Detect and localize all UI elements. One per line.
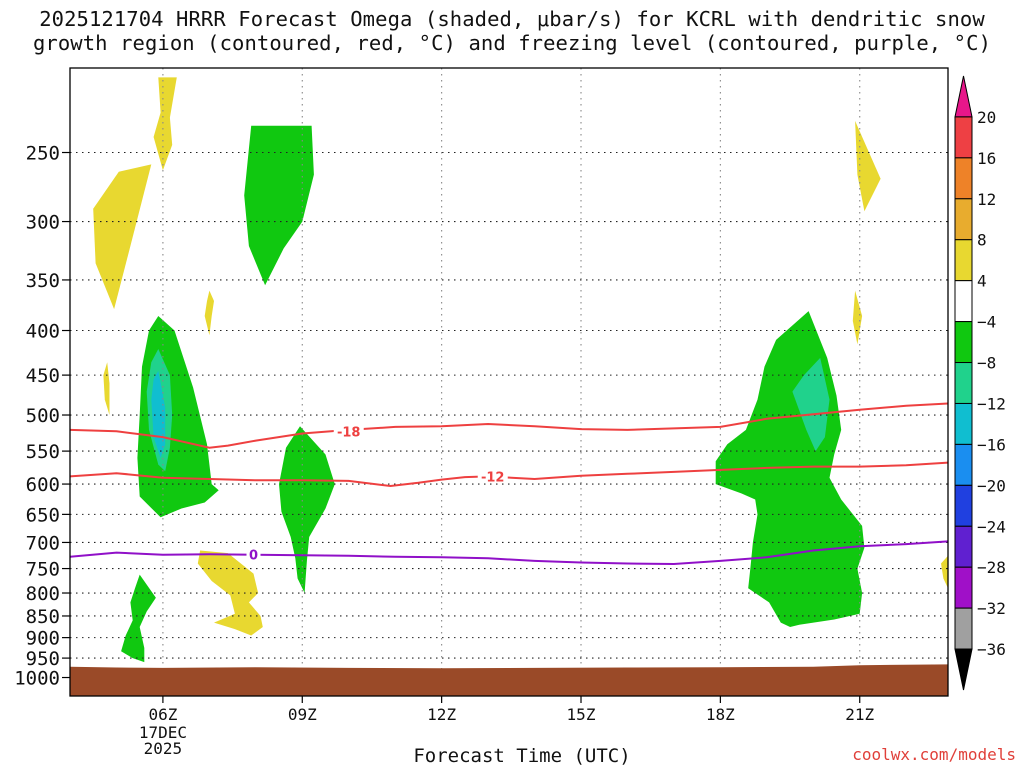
- contour-line-2: [70, 540, 948, 566]
- colorbar-label--20: −20: [977, 476, 1006, 495]
- colorbar-bin-11: [954, 525, 973, 568]
- y-tick-label-900: 900: [26, 628, 60, 650]
- colorbar-bin-5: [954, 280, 973, 323]
- x-tick-label-21Z: 21Z: [845, 705, 874, 724]
- colorbar-bin-10: [954, 484, 973, 527]
- y-tick-label-750: 750: [26, 559, 60, 581]
- y-tick-label-600: 600: [26, 474, 60, 496]
- y-tick-label-300: 300: [26, 212, 60, 234]
- colorbar-bin-6: [954, 321, 973, 364]
- y-axis: 2503003504004505005506006507007508008509…: [14, 143, 70, 690]
- y-tick-label-700: 700: [26, 532, 60, 554]
- colorbar-bin-8: [954, 402, 973, 445]
- y-tick-label-250: 250: [26, 143, 60, 165]
- colorbar-label--32: −32: [977, 599, 1006, 618]
- colorbar-bin-9: [954, 443, 973, 486]
- y-tick-label-950: 950: [26, 648, 60, 670]
- colorbar-label-8: 8: [977, 231, 987, 250]
- x-tick-sublabel-1: 2025: [144, 739, 183, 758]
- x-tick-label-09Z: 09Z: [288, 705, 317, 724]
- x-tick-label-06Z: 06Z: [148, 705, 177, 724]
- colorbar-label--16: −16: [977, 435, 1006, 454]
- colorbar-label--28: −28: [977, 558, 1006, 577]
- x-tick-sublabel-0: 17DEC: [139, 723, 187, 742]
- colorbar-label--4: −4: [977, 313, 996, 332]
- omega-region-1: [153, 77, 177, 171]
- plot-area: -18 -12 0: [70, 68, 948, 696]
- colorbar-bin-1: [954, 116, 973, 159]
- gridlines: [70, 68, 948, 696]
- y-tick-label-850: 850: [26, 606, 60, 628]
- y-tick-label-500: 500: [26, 405, 60, 427]
- contour-label-0: -18: [337, 425, 361, 440]
- y-tick-label-450: 450: [26, 365, 60, 387]
- y-tick-label-400: 400: [26, 321, 60, 343]
- omega-region-6: [852, 290, 863, 345]
- colorbar-label-20: 20: [977, 108, 996, 127]
- ground-fill: [70, 664, 948, 696]
- colorbar-bin-12: [954, 566, 973, 609]
- colorbar-bin-7: [954, 362, 973, 404]
- contour-line-0: [70, 402, 948, 449]
- colorbar-label-4: 4: [977, 272, 987, 291]
- colorbar-label--24: −24: [977, 517, 1006, 536]
- colorbar-label--8: −8: [977, 354, 996, 373]
- y-tick-label-550: 550: [26, 441, 60, 463]
- contour-label-bg-1: [477, 469, 508, 484]
- contour-label-1: -12: [481, 470, 505, 485]
- source-credit: coolwx.com/models: [852, 745, 1016, 764]
- y-tick-label-650: 650: [26, 504, 60, 526]
- x-axis-label: Forecast Time (UTC): [413, 745, 631, 767]
- colorbar-bin-13: [954, 607, 973, 650]
- chart-title-line-1: 2025121704 HRRR Forecast Omega (shaded, …: [39, 7, 985, 31]
- contour-label-bg-0: [333, 424, 364, 439]
- omega-region-14: [792, 357, 830, 452]
- y-tick-label-1000: 1000: [14, 668, 60, 690]
- omega-region-2: [204, 290, 214, 336]
- plot-frame: [69, 67, 949, 697]
- colorbar-label--36: −36: [977, 640, 1006, 659]
- colorbar-label-16: 16: [977, 149, 996, 168]
- omega-region-7: [941, 555, 948, 589]
- contour-label-bg-2: [246, 547, 261, 562]
- x-tick-label-12Z: 12Z: [427, 705, 456, 724]
- x-tick-label-15Z: 15Z: [567, 705, 596, 724]
- omega-region-9: [244, 125, 314, 286]
- omega-region-11: [121, 574, 156, 663]
- colorbar-bin-2: [954, 157, 973, 200]
- colorbar-bin-4: [954, 239, 973, 282]
- colorbar-bin-3: [954, 198, 973, 241]
- y-tick-label-350: 350: [26, 270, 60, 292]
- x-tick-label-18Z: 18Z: [706, 705, 735, 724]
- omega-region-5: [855, 120, 881, 212]
- y-tick-label-800: 800: [26, 583, 60, 605]
- colorbar-top-triangle: [954, 75, 973, 118]
- contour-label-2: 0: [249, 549, 258, 564]
- chart-title-line-2: growth region (contoured, red, °C) and f…: [32, 31, 992, 55]
- colorbar: 20 16 12 8 4 −4 −8 −12 −16 −20 −24 −28 −32 −36: [954, 75, 1006, 691]
- colorbar-bottom-triangle: [954, 648, 973, 691]
- colorbar-label--12: −12: [977, 394, 1006, 413]
- omega-region-10: [279, 426, 335, 593]
- colorbar-label-12: 12: [977, 190, 996, 209]
- omega-region-0: [93, 164, 152, 310]
- omega-region-3: [103, 362, 110, 415]
- omega-region-4: [197, 550, 263, 636]
